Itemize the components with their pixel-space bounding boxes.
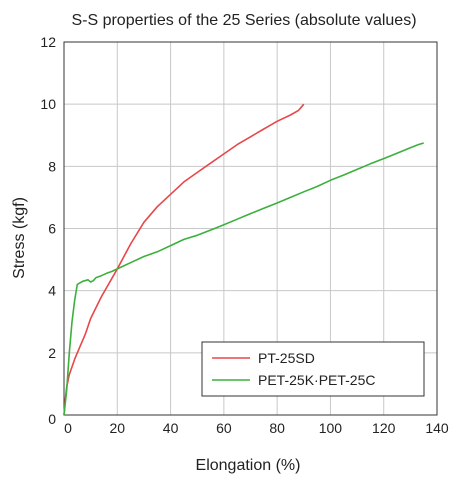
series-line-2 — [63, 142, 424, 416]
x-tick-label: 60 — [216, 420, 232, 436]
tick-labels: 0 20 40 60 80 100 120 140 0 2 4 6 8 10 12 — [40, 34, 448, 436]
plot-frame — [63, 41, 438, 416]
x-tick-label: 120 — [372, 420, 396, 436]
x-tick-label: 80 — [269, 420, 285, 436]
y-tick-label: 8 — [48, 158, 56, 174]
y-axis-label: Stress (kgf) — [11, 197, 28, 279]
y-tick-label: 12 — [40, 34, 56, 50]
x-tick-label: 0 — [64, 420, 72, 436]
x-tick-label: 20 — [109, 420, 125, 436]
chart-title: S-S properties of the 25 Series (absolut… — [71, 12, 416, 29]
series-layer — [63, 103, 424, 416]
legend: PT-25SD PET-25K·PET-25C — [201, 341, 425, 397]
y-tick-label: 0 — [48, 411, 56, 427]
legend-box — [201, 341, 425, 397]
x-tick-label: 140 — [425, 420, 449, 436]
y-tick-label: 6 — [48, 221, 56, 237]
y-tick-label: 4 — [48, 283, 56, 299]
x-axis-label: Elongation (%) — [196, 457, 301, 474]
y-tick-label: 2 — [48, 345, 56, 361]
legend-label-2: PET-25K·PET-25C — [258, 372, 376, 388]
x-tick-label: 100 — [319, 420, 343, 436]
series-line-1 — [63, 103, 305, 416]
y-tick-label: 10 — [40, 96, 56, 112]
x-tick-label: 40 — [163, 420, 179, 436]
legend-label-1: PT-25SD — [258, 350, 315, 366]
grid — [63, 41, 438, 416]
